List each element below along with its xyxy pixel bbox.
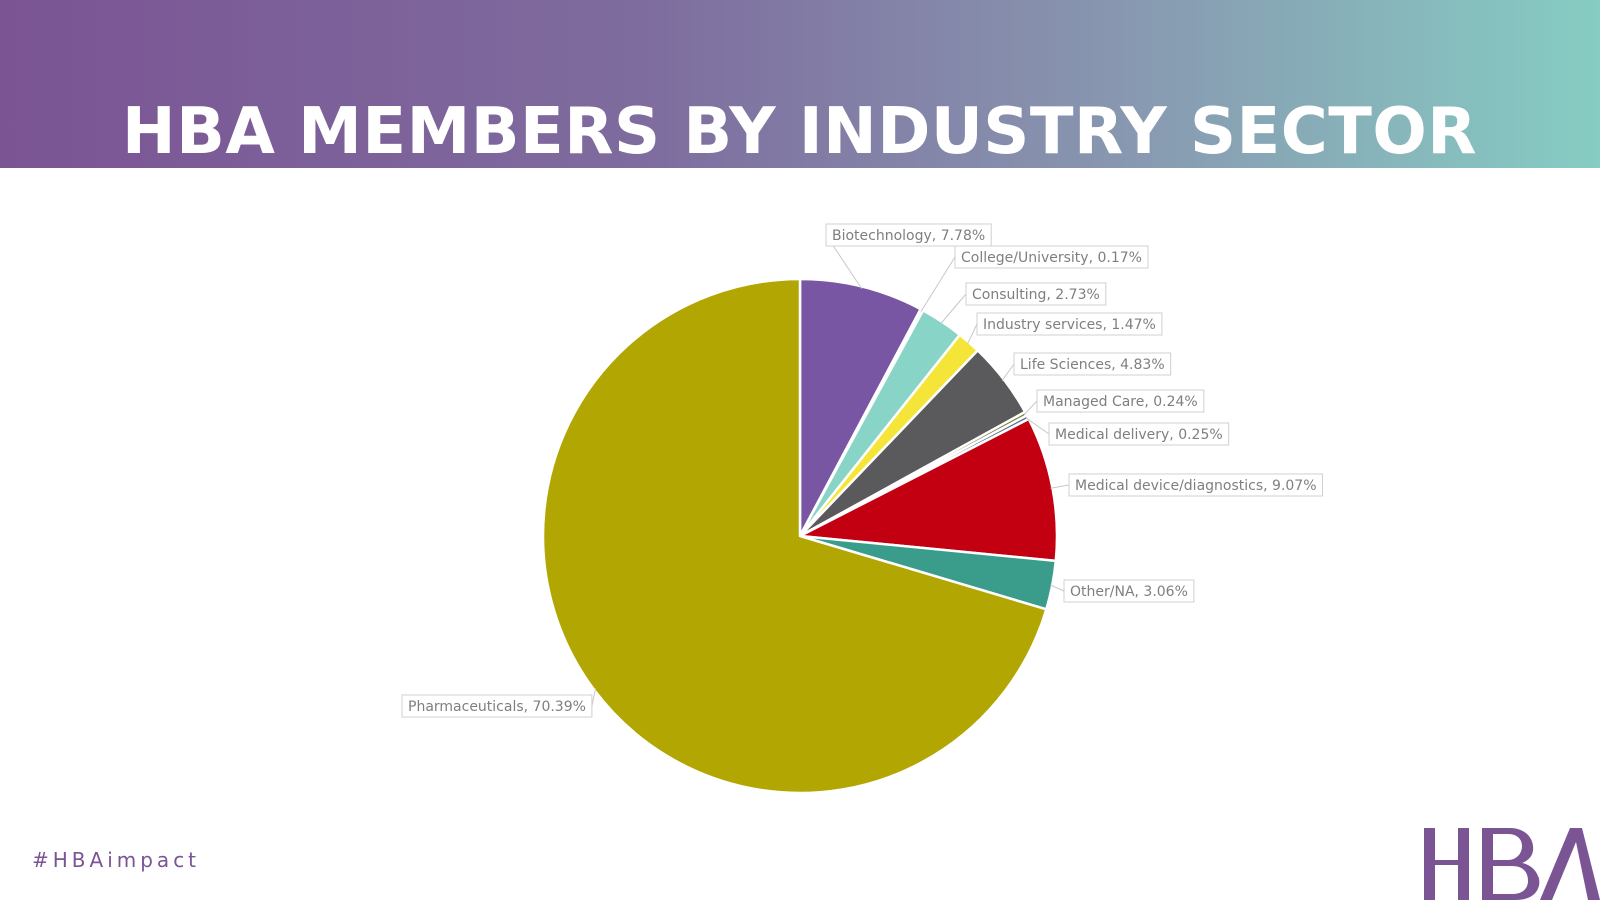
leader-line <box>940 293 967 324</box>
leader-line <box>1001 363 1015 381</box>
pie-slice-pharmaceuticals <box>541 277 1048 795</box>
data-label-box <box>1036 389 1205 413</box>
header-banner <box>0 0 1600 168</box>
data-label: College/University, 0.17% <box>961 250 1142 266</box>
pie-slice-biotechnology <box>798 277 922 538</box>
leader-line <box>920 256 956 312</box>
data-label-box <box>825 223 992 247</box>
leader-line <box>1050 584 1065 592</box>
pie-chart: Biotechnology, 7.78% College/University, … <box>401 223 1323 795</box>
data-label: Pharmaceuticals, 70.39% <box>408 699 586 715</box>
data-label-box <box>1068 473 1323 497</box>
data-label-box <box>1063 579 1195 603</box>
data-label-box <box>965 282 1107 306</box>
data-label: Life Sciences, 4.83% <box>1020 357 1165 373</box>
data-label-box <box>954 245 1149 269</box>
data-label: Medical device/diagnostics, 9.07% <box>1075 478 1317 494</box>
data-label-box <box>1048 422 1230 446</box>
leader-line <box>1023 400 1038 415</box>
data-label: Consulting, 2.73% <box>972 287 1100 303</box>
leader-line <box>591 688 597 707</box>
leader-line <box>967 323 978 345</box>
hashtag-text: #HBAimpact <box>32 848 201 872</box>
pie-slices <box>541 277 1059 795</box>
data-label: Medical delivery, 0.25% <box>1055 427 1223 443</box>
data-label-box <box>401 694 593 718</box>
leader-line <box>1050 484 1070 489</box>
leader-line <box>1025 417 1050 435</box>
hba-logo-icon <box>1424 828 1600 900</box>
page-title: HBA MEMBERS BY INDUSTRY SECTOR <box>122 95 1478 169</box>
data-label-box <box>976 312 1163 336</box>
data-label: Managed Care, 0.24% <box>1043 394 1198 410</box>
data-label-box <box>1013 352 1172 376</box>
data-label: Biotechnology, 7.78% <box>832 228 985 244</box>
data-label: Industry services, 1.47% <box>983 317 1156 333</box>
pie-labels: Biotechnology, 7.78% College/University, … <box>401 223 1323 718</box>
data-label: Other/NA, 3.06% <box>1070 584 1188 600</box>
